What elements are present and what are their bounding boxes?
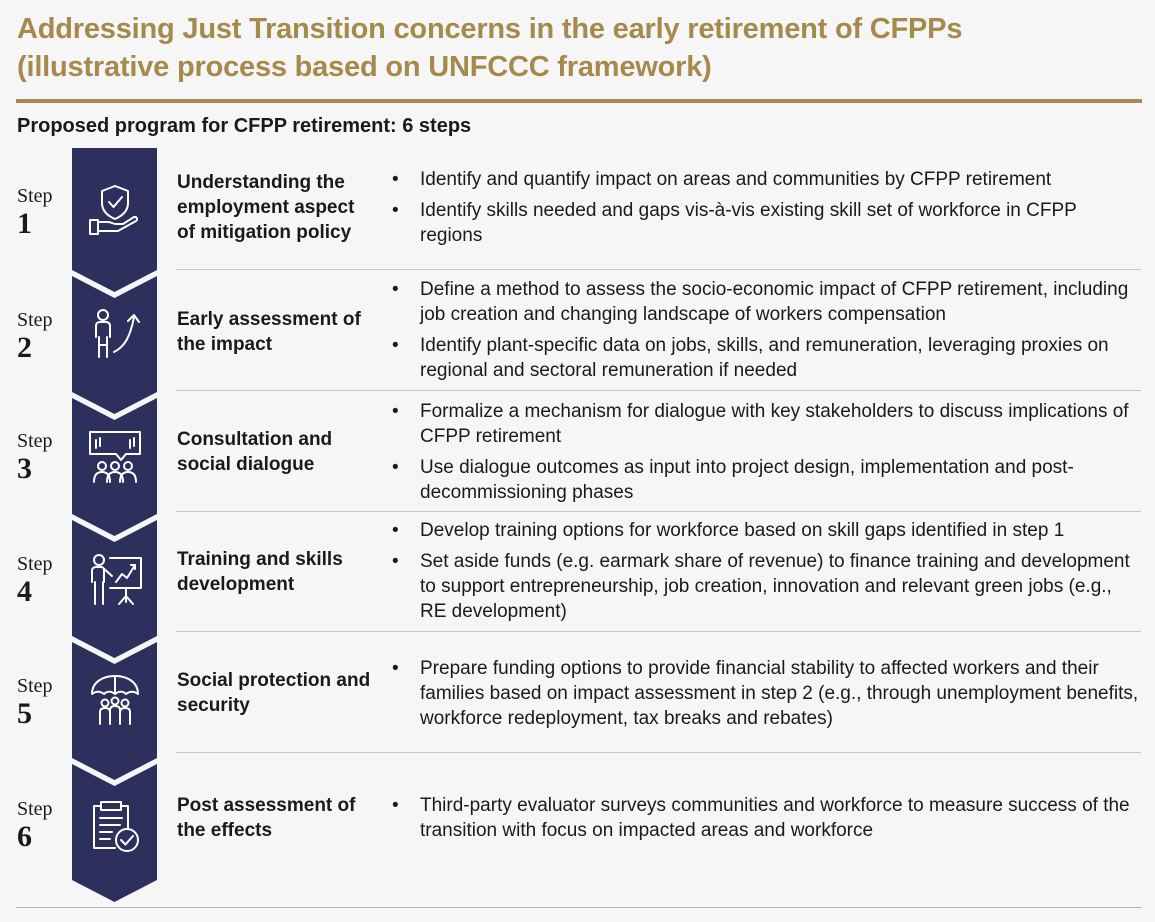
- title-line-1: Addressing Just Transition concerns in t…: [17, 13, 963, 45]
- step-number: 4: [17, 575, 32, 608]
- row-divider: [176, 511, 1141, 512]
- step-word: Step: [17, 309, 53, 331]
- bullet-item: Use dialogue outcomes as input into proj…: [392, 455, 1142, 505]
- person-growth-arrow-icon: [86, 305, 144, 363]
- umbrella-family-icon: [86, 672, 144, 730]
- step-number: 6: [17, 820, 32, 853]
- step-4-bullets: Develop training options for workforce b…: [392, 518, 1142, 630]
- step-3-bullets: Formalize a mechanism for dialogue with …: [392, 399, 1142, 511]
- page-subtitle: Proposed program for CFPP retirement: 6 …: [17, 115, 472, 137]
- step-title-1: Understanding the employment aspect of m…: [177, 172, 355, 243]
- step-label-1: Step 1: [17, 185, 73, 241]
- bullet-item: Identify and quantify impact on areas an…: [392, 167, 1142, 192]
- row-divider: [176, 631, 1141, 632]
- step-label-4: Step 4: [17, 553, 73, 609]
- step-word: Step: [17, 675, 53, 697]
- step-word: Step: [17, 553, 53, 575]
- step-label-2: Step 2: [17, 309, 73, 365]
- step-number: 5: [17, 697, 32, 730]
- shield-hand-icon: [86, 180, 144, 238]
- page-title: Addressing Just Transition concerns in t…: [17, 10, 1137, 86]
- step-word: Step: [17, 185, 53, 207]
- title-line-2: (illustrative process based on UNFCCC fr…: [17, 51, 712, 83]
- title-rule: [16, 99, 1142, 103]
- step-label-5: Step 5: [17, 675, 73, 731]
- bottom-rule: [16, 907, 1142, 908]
- chevron-step-2: [72, 276, 157, 414]
- chevron-step-6: [72, 764, 157, 902]
- bullet-item: Third-party evaluator surveys communitie…: [392, 793, 1142, 843]
- group-dialogue-icon: [86, 428, 144, 486]
- chevron-step-5: [72, 642, 157, 780]
- step-6-bullets: Third-party evaluator surveys communitie…: [392, 793, 1142, 849]
- row-divider: [176, 390, 1141, 391]
- bullet-item: Prepare funding options to provide finan…: [392, 656, 1142, 731]
- step-title-2: Early assessment of the impact: [177, 309, 361, 355]
- step-1-bullets: Identify and quantify impact on areas an…: [392, 167, 1142, 254]
- clipboard-check-icon: [86, 796, 144, 854]
- step-title-4: Training and skills development: [177, 549, 343, 595]
- step-title-3: Consultation and social dialogue: [177, 429, 333, 475]
- step-number: 1: [17, 207, 32, 240]
- step-number: 3: [17, 452, 32, 485]
- step-title-6: Post assessment of the effects: [177, 795, 356, 841]
- bullet-item: Identify skills needed and gaps vis-à-vi…: [392, 198, 1142, 248]
- chevron-step-1: [72, 148, 157, 292]
- bullet-item: Define a method to assess the socio-econ…: [392, 277, 1142, 327]
- step-5-bullets: Prepare funding options to provide finan…: [392, 656, 1142, 737]
- step-title-5: Social protection and security: [177, 670, 371, 716]
- row-divider: [176, 752, 1141, 753]
- step-label-6: Step 6: [17, 798, 73, 854]
- step-word: Step: [17, 430, 53, 452]
- bullet-item: Identify plant-specific data on jobs, sk…: [392, 333, 1142, 383]
- bullet-item: Develop training options for workforce b…: [392, 518, 1142, 543]
- row-divider: [176, 269, 1141, 270]
- step-2-bullets: Define a method to assess the socio-econ…: [392, 277, 1142, 389]
- step-word: Step: [17, 798, 53, 820]
- step-number: 2: [17, 331, 32, 364]
- presenter-board-icon: [86, 550, 144, 608]
- step-label-3: Step 3: [17, 430, 73, 486]
- bullet-item: Set aside funds (e.g. earmark share of r…: [392, 549, 1142, 624]
- bullet-item: Formalize a mechanism for dialogue with …: [392, 399, 1142, 449]
